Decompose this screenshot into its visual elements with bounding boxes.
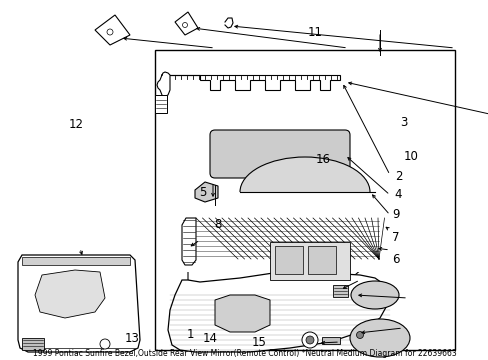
Text: 3: 3 <box>399 116 407 129</box>
Text: 13: 13 <box>124 332 139 345</box>
Ellipse shape <box>350 281 398 309</box>
Circle shape <box>305 336 313 344</box>
Ellipse shape <box>240 157 369 227</box>
Circle shape <box>302 332 317 348</box>
Text: 4: 4 <box>394 188 402 201</box>
Bar <box>269 242 349 280</box>
Text: 8: 8 <box>213 219 221 231</box>
Bar <box>332 285 347 297</box>
Circle shape <box>356 332 363 338</box>
Text: 1: 1 <box>186 328 194 341</box>
Polygon shape <box>35 270 105 318</box>
Polygon shape <box>215 295 269 332</box>
Bar <box>22 338 44 350</box>
Text: 10: 10 <box>403 150 417 163</box>
Polygon shape <box>175 12 198 35</box>
Text: 7: 7 <box>391 231 399 244</box>
Polygon shape <box>168 272 389 352</box>
Text: 2: 2 <box>394 170 402 183</box>
Text: 9: 9 <box>391 208 399 221</box>
Text: 14: 14 <box>203 332 217 345</box>
Circle shape <box>107 29 113 35</box>
Bar <box>195 218 379 260</box>
Text: 15: 15 <box>251 336 266 348</box>
Circle shape <box>352 328 366 342</box>
Circle shape <box>182 22 187 27</box>
Bar <box>22 257 130 265</box>
Polygon shape <box>95 15 130 45</box>
Bar <box>155 50 454 350</box>
Polygon shape <box>182 218 196 265</box>
Text: 16: 16 <box>315 153 329 166</box>
Polygon shape <box>182 222 374 295</box>
Text: 1999 Pontiac Sunfire Bezel,Outside Rear View Mirror(Remote Control) *Neutral Med: 1999 Pontiac Sunfire Bezel,Outside Rear … <box>33 349 455 358</box>
Text: 12: 12 <box>68 118 83 131</box>
Bar <box>321 337 339 344</box>
Text: 6: 6 <box>391 253 399 266</box>
FancyBboxPatch shape <box>209 130 349 178</box>
Polygon shape <box>18 255 140 352</box>
Polygon shape <box>170 75 339 90</box>
Bar <box>170 192 439 272</box>
Circle shape <box>100 339 110 349</box>
Bar <box>307 246 335 274</box>
Text: 5: 5 <box>199 186 206 199</box>
Polygon shape <box>195 182 218 202</box>
Text: 11: 11 <box>307 26 322 39</box>
Bar <box>155 95 167 113</box>
Ellipse shape <box>349 319 409 357</box>
Bar <box>274 246 303 274</box>
